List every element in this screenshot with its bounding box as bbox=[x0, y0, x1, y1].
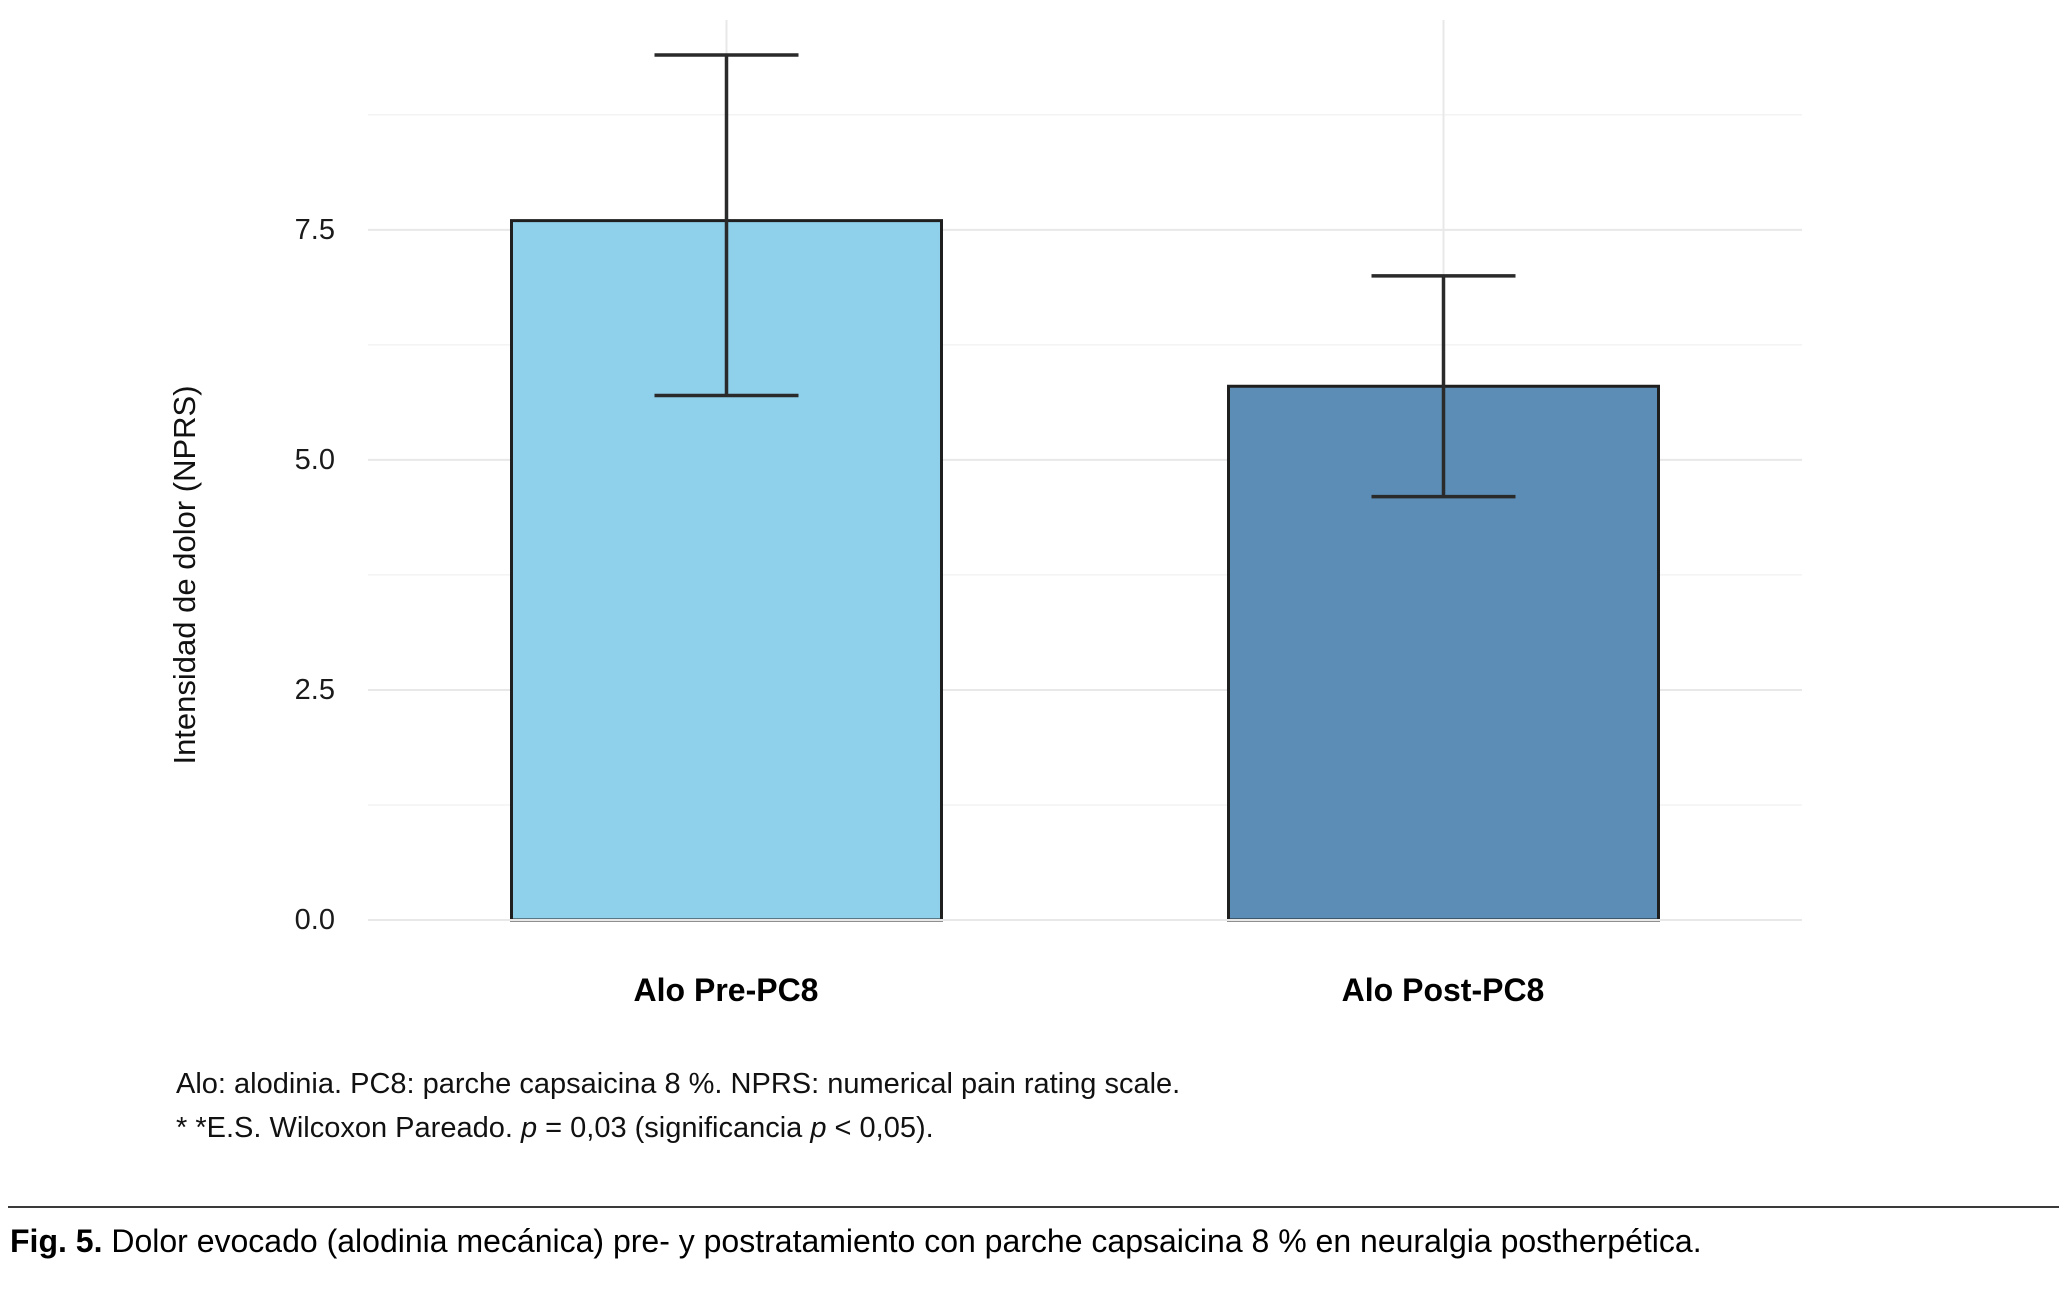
text-segment: = 0,03 (significancia bbox=[537, 1112, 811, 1144]
category-label-alo-post-pc8: Alo Post-PC8 bbox=[1341, 972, 1545, 1008]
ytick-5-0: 5.0 bbox=[294, 444, 335, 476]
y-axis-label: Intensidad de dolor (NPRS) bbox=[167, 385, 202, 765]
category-label-alo-pre-pc8: Alo Pre-PC8 bbox=[633, 972, 819, 1008]
text-segment: < 0,05). bbox=[826, 1112, 934, 1144]
ytick-7-5: 7.5 bbox=[294, 214, 335, 246]
text-segment: Dolor evocado (alodinia mecánica) pre- y… bbox=[102, 1223, 1702, 1259]
bar-chart-canvas bbox=[368, 20, 1802, 922]
figure-caption: Fig. 5. Dolor evocado (alodinia mecánica… bbox=[10, 1220, 2057, 1262]
footnote-abbreviations: Alo: alodinia. PC8: parche capsaicina 8 … bbox=[176, 1062, 1180, 1106]
footnote-statistics: * *E.S. Wilcoxon Pareado. p = 0,03 (sign… bbox=[176, 1106, 1180, 1150]
caption-separator-line bbox=[8, 1206, 2059, 1208]
ytick-2-5: 2.5 bbox=[294, 674, 335, 706]
ytick-0: 0.0 bbox=[294, 904, 335, 936]
text-segment: * *E.S. Wilcoxon Pareado. bbox=[176, 1112, 521, 1144]
figure-footnotes: Alo: alodinia. PC8: parche capsaicina 8 … bbox=[176, 1062, 1180, 1150]
text-segment: p bbox=[810, 1112, 827, 1144]
text-segment: Alo: alodinia. PC8: parche capsaicina 8 … bbox=[176, 1068, 1181, 1100]
text-segment: Fig. 5. bbox=[10, 1223, 103, 1259]
text-segment: p bbox=[520, 1112, 538, 1144]
